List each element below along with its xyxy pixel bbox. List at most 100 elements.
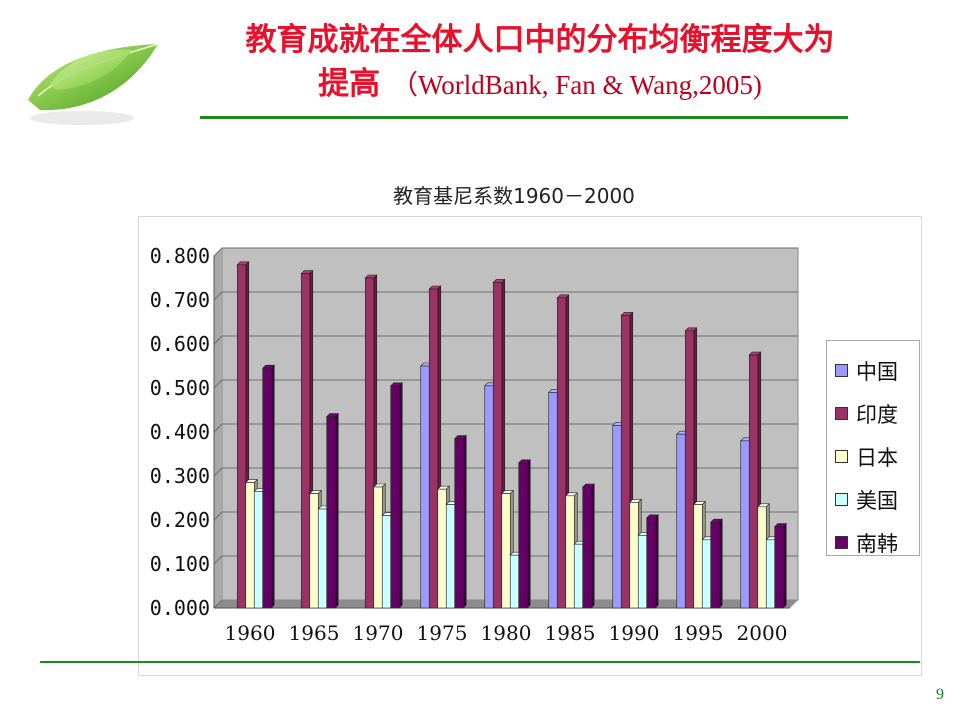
legend-label: 中国 (856, 359, 898, 384)
legend-label: 印度 (856, 402, 898, 427)
gridline-side (213, 555, 223, 565)
bar-side (398, 382, 403, 609)
y-tick-label: 0.500 (150, 376, 210, 400)
bar (710, 521, 720, 609)
bar (253, 491, 264, 609)
x-tick-label: 1980 (481, 621, 532, 645)
bar (509, 554, 520, 609)
bar (317, 508, 328, 609)
bar-side (462, 434, 467, 609)
legend-label: 南韩 (856, 531, 898, 556)
legend-item: 印度 (835, 392, 919, 435)
bar (701, 539, 712, 609)
title-citation: （WorldBank, Fan & Wang,2005) (390, 70, 762, 100)
title-line-2: 提高 （WorldBank, Fan & Wang,2005) (180, 62, 900, 107)
bar-side (718, 518, 723, 609)
x-tick-label: 1960 (225, 621, 276, 645)
bar (676, 433, 686, 609)
bar (646, 517, 656, 609)
legend-swatch (835, 364, 848, 377)
bar (454, 438, 464, 609)
bar (612, 425, 622, 609)
bar (548, 392, 558, 609)
title-underline (200, 116, 848, 119)
bar-side (782, 522, 787, 609)
title-line-1: 教育成就在全体人口中的分布均衡程度大为 (245, 22, 835, 58)
y-tick-label: 0.700 (150, 288, 210, 312)
legend-swatch (835, 407, 848, 420)
bar (492, 282, 503, 609)
bar (364, 277, 375, 609)
legend-swatch (835, 450, 848, 463)
legend-swatch (835, 493, 848, 506)
bar (565, 495, 575, 609)
legend-item: 日本 (835, 435, 919, 478)
bar (757, 506, 767, 609)
bar (518, 462, 528, 609)
x-tick-label: 1985 (545, 621, 596, 645)
bar (484, 385, 494, 609)
bar (501, 493, 511, 609)
chart-title: 教育基尼系数1960－2000 (393, 184, 635, 208)
bar (684, 330, 695, 609)
bar (445, 504, 456, 609)
bar (629, 502, 639, 609)
x-tick-label: 1990 (609, 621, 660, 645)
bar (693, 504, 703, 609)
bar-side (590, 483, 595, 609)
chart-legend: 中国印度日本美国南韩 (826, 340, 920, 556)
title-line-2-main: 提高 (318, 66, 381, 102)
bar (326, 416, 336, 609)
bar (262, 367, 272, 609)
legend-swatch (835, 536, 848, 549)
y-tick-label: 0.100 (150, 552, 210, 576)
bar (740, 440, 750, 609)
bar (300, 273, 311, 609)
bar (373, 486, 383, 609)
bar (420, 365, 430, 609)
bar-side (334, 412, 339, 609)
bar (381, 515, 392, 609)
y-tick-label: 0.400 (150, 420, 210, 444)
x-tick-label: 1970 (353, 621, 404, 645)
y-tick-label: 0.300 (150, 464, 210, 488)
gridline-side (213, 467, 223, 477)
bar-side (526, 459, 531, 609)
legend-label: 美国 (856, 488, 898, 513)
legend-item: 南韩 (835, 521, 919, 564)
gridline-side (213, 247, 223, 257)
gridline-side (213, 335, 223, 345)
bar (390, 385, 400, 609)
bar (309, 493, 319, 609)
y-tick-label: 0.800 (150, 244, 210, 268)
page-number: 9 (936, 686, 944, 703)
bar (245, 482, 255, 609)
leaf-logo (28, 43, 159, 125)
x-tick-label: 2000 (737, 621, 788, 645)
gridline-side (213, 511, 223, 521)
bar-side (270, 364, 275, 609)
bar (556, 297, 567, 609)
y-tick-label: 0.200 (150, 508, 210, 532)
bar (582, 486, 592, 609)
legend-item: 中国 (835, 349, 919, 392)
footer-rule (40, 661, 920, 663)
gridline-side (213, 291, 223, 301)
bar (236, 264, 247, 609)
y-tick-label: 0.000 (150, 596, 210, 620)
bar (765, 539, 776, 609)
slide-title: 教育成就在全体人口中的分布均衡程度大为 提高 （WorldBank, Fan &… (180, 18, 900, 107)
bar (437, 488, 447, 609)
bar (748, 354, 759, 609)
bar (573, 543, 584, 609)
x-tick-label: 1965 (289, 621, 340, 645)
gridline-side (213, 599, 223, 609)
bar (637, 535, 648, 609)
x-tick-label: 1975 (417, 621, 468, 645)
legend-item: 美国 (835, 478, 919, 521)
bar (620, 315, 631, 609)
legend-label: 日本 (856, 445, 898, 470)
y-tick-label: 0.600 (150, 332, 210, 356)
bar (774, 526, 784, 609)
